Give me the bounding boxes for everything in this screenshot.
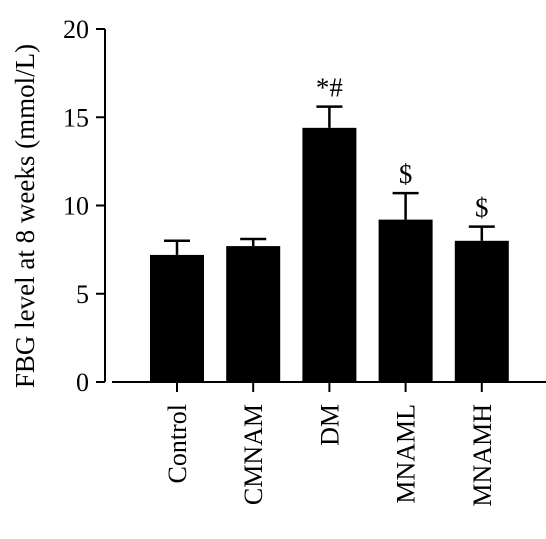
significance-label-mnamh: $: [475, 193, 489, 223]
y-axis: 0 5 10 15 20: [63, 15, 106, 397]
bar-mnaml: [378, 219, 433, 382]
annotations: *# $ $: [316, 73, 489, 223]
y-tick-label: 10: [63, 192, 89, 221]
bar-control: [150, 254, 204, 382]
bar-dm: [302, 127, 357, 382]
x-tick-label: CMNAM: [239, 404, 268, 505]
y-tick-label: 5: [76, 280, 89, 309]
x-tick-label: MNAMH: [468, 404, 497, 507]
x-tick-label: MNAML: [392, 404, 421, 504]
significance-label-dm: *#: [316, 73, 344, 103]
x-tick-label: Control: [163, 404, 192, 483]
y-tick-label: 20: [63, 15, 89, 44]
x-axis: Control CMNAM DM MNAML MNAMH: [112, 381, 546, 507]
x-tick-label: DM: [315, 404, 344, 446]
bar-mnamh: [454, 240, 509, 382]
y-tick-label: 15: [63, 103, 89, 132]
bar-cmnam: [226, 246, 281, 382]
y-tick-label: 0: [76, 368, 89, 397]
error-bars: [164, 105, 495, 255]
y-axis-title: FBG level at 8 weeks (mmol/L): [10, 44, 40, 388]
bars: [150, 127, 509, 382]
significance-label-mnaml: $: [399, 159, 413, 189]
